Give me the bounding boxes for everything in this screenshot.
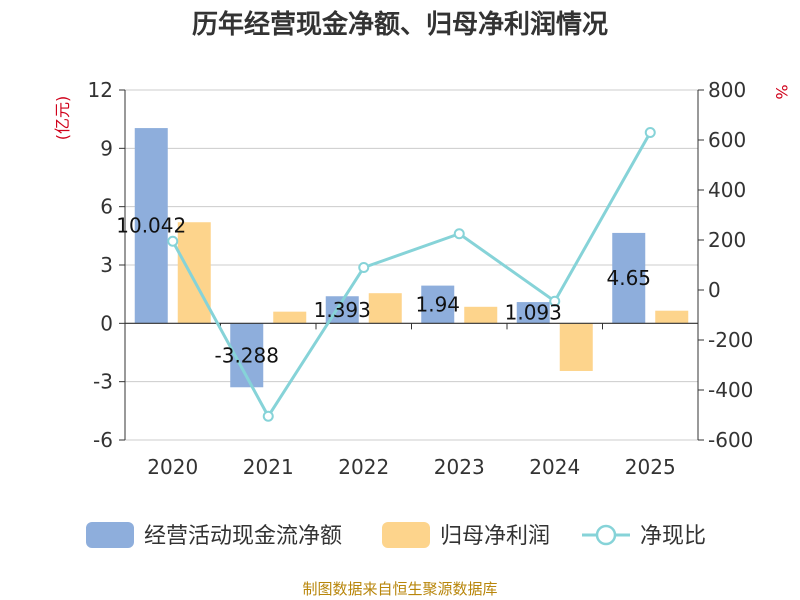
left-tick-label: 3 — [100, 253, 113, 277]
axes — [124, 90, 699, 440]
legend-swatch-cashflow — [86, 522, 134, 548]
cashflow-value-label: 1.393 — [314, 298, 371, 322]
ratio-point — [644, 127, 656, 138]
right-tick-label: -400 — [708, 378, 753, 402]
right-tick-label: -200 — [708, 328, 753, 352]
right-tick-label: 800 — [708, 78, 746, 102]
left-tick-label: 9 — [100, 136, 113, 160]
bar-cashflow — [134, 128, 168, 324]
right-tick-label: -600 — [708, 428, 753, 452]
left-tick-label: 0 — [100, 311, 113, 335]
bar-netprofit — [655, 310, 689, 324]
ratio-line — [167, 127, 656, 422]
legend-swatch-netprofit — [382, 522, 430, 548]
chart-title: 历年经营现金净额、归母净利润情况 — [192, 9, 608, 40]
left-tick-label: -3 — [93, 370, 113, 394]
legend-item-cashflow[interactable]: 经营活动现金流净额 — [86, 522, 342, 549]
right-tick-label: 0 — [708, 278, 721, 302]
x-category-label: 2025 — [625, 455, 676, 479]
bar-netprofit — [273, 311, 307, 324]
ratio-point — [549, 295, 561, 307]
ratio-point — [167, 235, 179, 247]
cashflow-value-label: 1.94 — [415, 292, 460, 316]
x-category-label: 2022 — [338, 455, 389, 479]
ratio-point — [453, 228, 465, 240]
right-axis-unit: % — [772, 84, 791, 99]
left-tick-label: -6 — [93, 428, 113, 452]
bar-cashflow — [612, 232, 646, 324]
left-axis-ticks: 12 9 6 3 0 -3 -6 — [88, 78, 113, 452]
legend-item-ratio[interactable]: 净现比 — [582, 524, 706, 549]
x-category-label: 2021 — [243, 455, 294, 479]
bar-netprofit — [368, 293, 402, 324]
bar-netprofit — [464, 306, 498, 324]
bar-cashflow — [421, 285, 455, 324]
source-note: 制图数据来自恒生聚源数据库 — [302, 580, 497, 598]
legend-label-cashflow: 经营活动现金流净额 — [144, 524, 342, 549]
left-axis-unit: (亿元) — [53, 96, 72, 141]
cashflow-value-label: -3.288 — [215, 343, 279, 367]
x-category-label: 2024 — [529, 455, 580, 479]
bar-netprofit — [177, 222, 211, 324]
ratio-point — [262, 410, 274, 422]
cashflow-value-label: 4.65 — [606, 266, 651, 290]
x-category-label: 2023 — [434, 455, 485, 479]
right-tick-label: 400 — [708, 178, 746, 202]
ratio-polyline — [171, 131, 652, 420]
legend-label-netprofit: 归母净利润 — [440, 524, 550, 549]
x-category-label: 2020 — [147, 455, 198, 479]
legend-marker-ratio — [595, 524, 617, 546]
cashflow-value-label: 1.093 — [505, 301, 562, 325]
left-tick-label: 6 — [100, 195, 113, 219]
legend-label-ratio: 净现比 — [640, 524, 706, 549]
bars — [134, 128, 689, 388]
cashflow-value-label: 10.042 — [116, 214, 186, 238]
legend[interactable]: 经营活动现金流净额 归母净利润 净现比 — [86, 522, 706, 549]
right-tick-label: 200 — [708, 228, 746, 252]
legend-item-netprofit[interactable]: 归母净利润 — [382, 522, 550, 549]
right-axis-ticks: 800 600 400 200 0 -200 -400 -600 — [708, 78, 753, 452]
ratio-point — [358, 262, 370, 273]
data-labels: 10.042 -3.288 1.393 1.94 1.093 4.65 — [116, 214, 651, 368]
bar-cashflow — [516, 302, 550, 324]
x-axis-labels: 2020 2021 2022 2023 2024 2025 — [147, 455, 675, 479]
right-tick-label: 600 — [708, 128, 746, 152]
bar-netprofit — [559, 323, 593, 371]
left-tick-label: 12 — [88, 78, 113, 102]
